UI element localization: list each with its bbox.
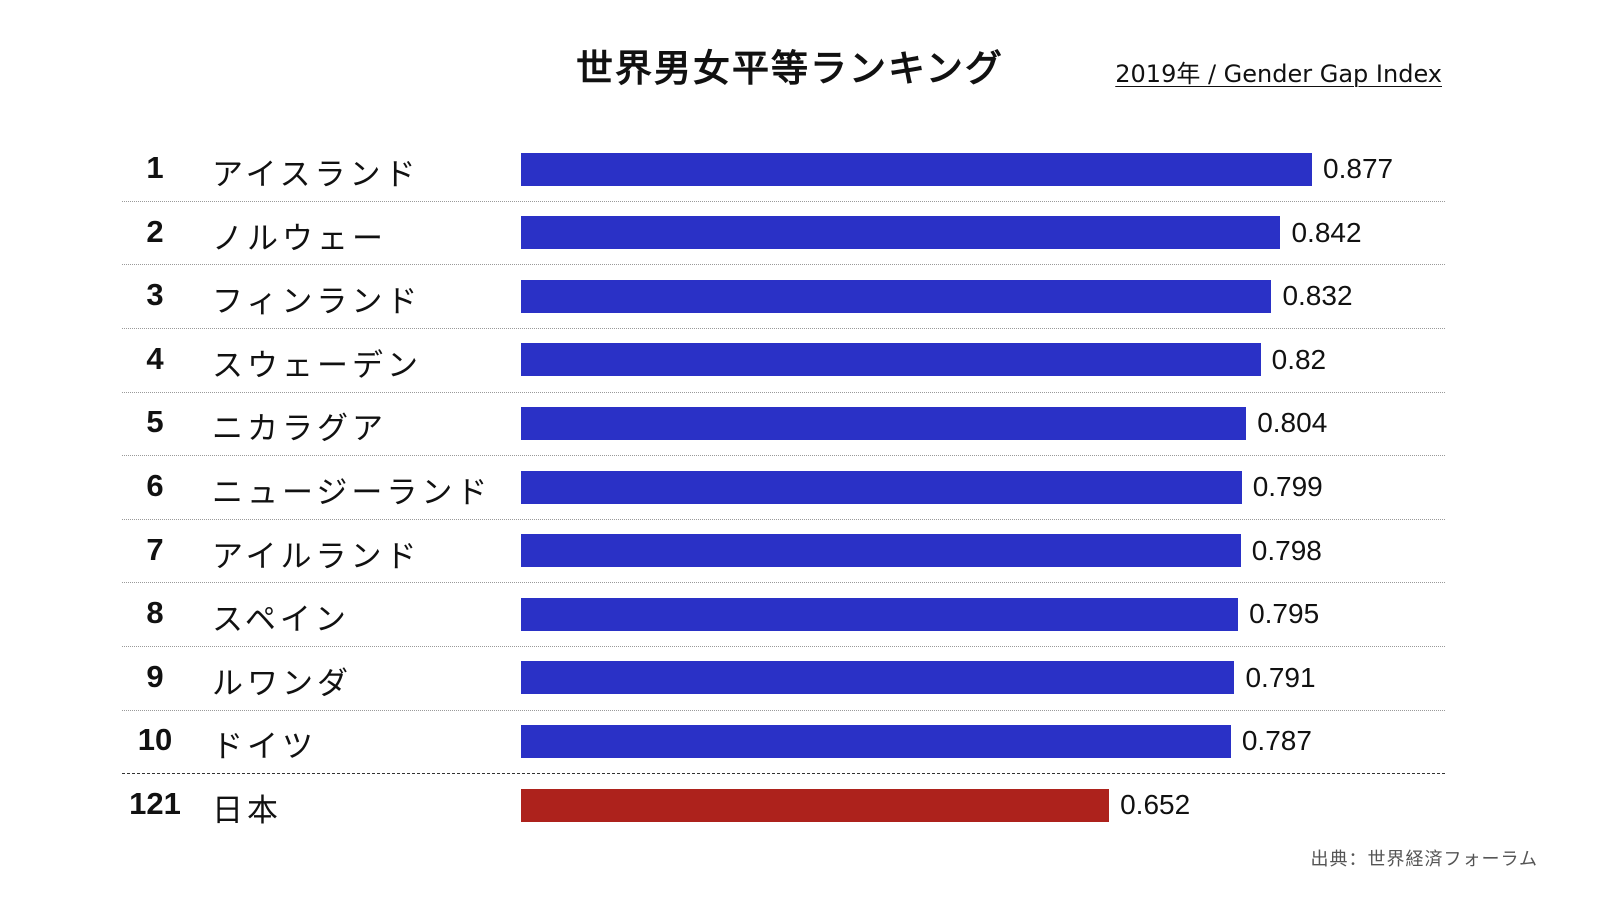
bar [521,279,1272,313]
country-label: ドイツ [212,729,317,766]
value-label: 0.832 [1282,280,1353,312]
value-label: 0.652 [1120,789,1191,820]
country-label: フィンランド [212,284,422,321]
rank-label: 5 [146,404,164,440]
country-label: ノルウェー [212,220,387,257]
bar [521,661,1235,695]
separator-dotted [122,646,1445,647]
value-label: 0.82 [1271,343,1327,375]
value-label: 0.842 [1291,216,1362,248]
separator-dotted [122,582,1445,584]
separator-dotted [122,328,1445,329]
country-label: ルワンダ [212,665,352,702]
value-label: 0.804 [1257,407,1328,439]
bar [521,534,1241,568]
rank-label: 9 [146,658,164,694]
separator-dotted [122,391,1445,393]
separator-dotted [122,518,1445,520]
bar-highlight [521,788,1110,822]
rank-label: 1 [146,150,164,185]
country-label: スウェーデン [212,347,422,384]
bar [521,216,1281,250]
country-label: アイスランド [212,157,420,193]
country-label: ニカラグア [212,411,387,448]
value-label: 0.795 [1249,598,1320,630]
chart-subtitle: 2019年 / Gender Gap Index [1115,60,1442,88]
value-label: 0.877 [1323,153,1394,184]
rank-label: 7 [146,531,164,567]
separator-dotted [122,200,1445,202]
value-label: 0.787 [1241,725,1312,757]
source-note: 出典：世界経済フォーラム [1310,849,1538,870]
bar [521,343,1261,377]
separator-dotted [122,709,1445,711]
country-label: スペイン [212,602,350,639]
bar [521,597,1239,631]
value-label: 0.798 [1251,534,1322,566]
separator-dotted [122,455,1445,457]
country-label: ニュージーランド [212,475,492,511]
separator-dashed [122,773,1445,775]
value-label: 0.791 [1245,661,1316,693]
chart-title: 世界男女平等ランキング [576,47,1004,90]
rank-label: 6 [146,468,164,503]
country-label: アイルランド [212,538,421,575]
bar [521,470,1242,504]
value-label: 0.799 [1252,471,1323,502]
rank-label: 8 [146,595,164,631]
country-label: 日本 [212,793,282,829]
rank-label: 121 [129,786,181,821]
rank-label: 2 [146,213,164,249]
bar [521,406,1247,440]
bar [521,152,1313,186]
separator-dotted [122,264,1445,266]
rank-label: 4 [146,340,164,376]
rank-label: 10 [137,722,173,758]
rank-label: 3 [146,277,164,313]
bar [521,724,1231,758]
